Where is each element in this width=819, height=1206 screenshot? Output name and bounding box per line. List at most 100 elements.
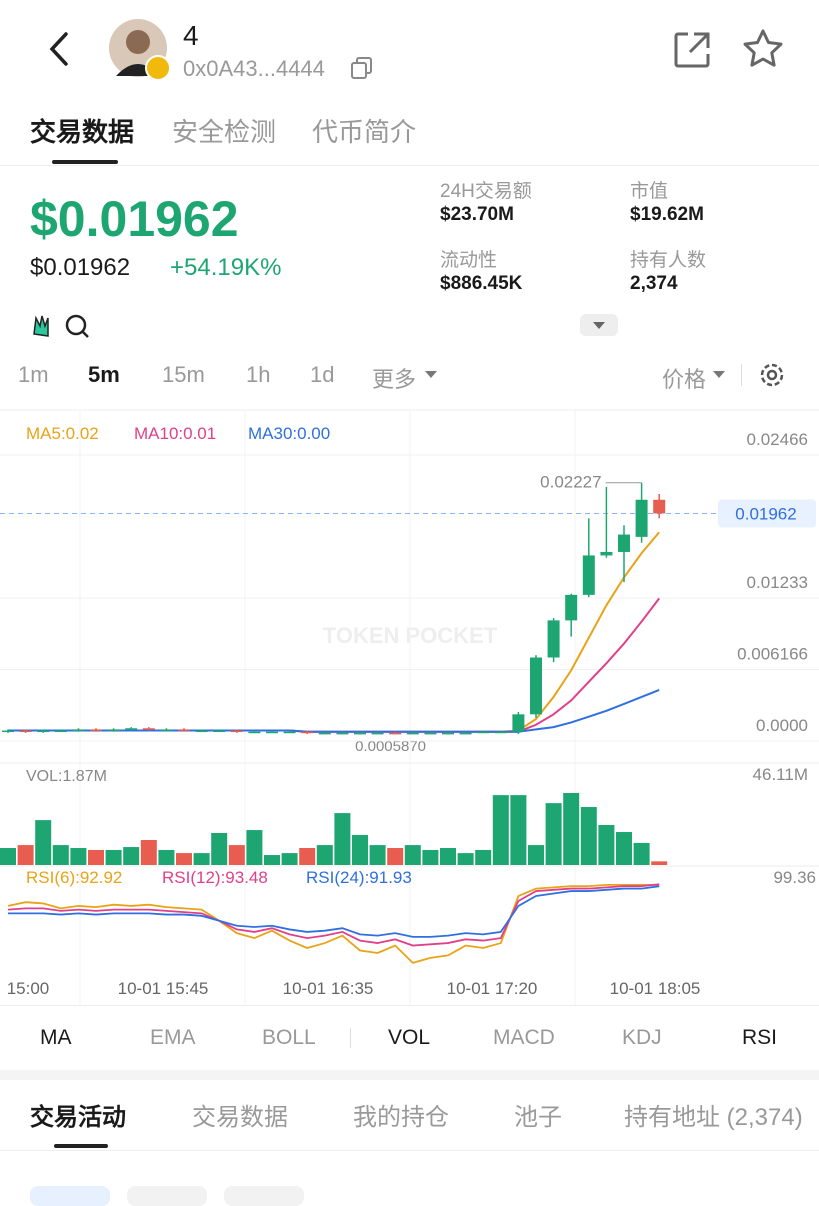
- ma-line: [8, 597, 660, 733]
- filter-chip[interactable]: [224, 1186, 304, 1206]
- legend-label: MA10:0.01: [134, 424, 216, 443]
- candle-body: [371, 732, 384, 735]
- token-address: 0x0A43...4444: [183, 56, 325, 81]
- current-price-label: 0.01962: [735, 504, 796, 523]
- stat-value: $23.70M: [440, 204, 514, 225]
- rsi-line: [7, 883, 660, 947]
- bottom-tab[interactable]: 交易数据: [192, 1104, 288, 1131]
- volume-bar: [193, 853, 210, 865]
- collapse-toggle[interactable]: [580, 314, 618, 336]
- candle-body: [142, 728, 155, 730]
- divider: [0, 1150, 819, 1151]
- token-avatar: [109, 19, 171, 81]
- interval[interactable]: 1m: [18, 362, 49, 387]
- filter-chip[interactable]: [30, 1186, 110, 1206]
- favorite-star[interactable]: [742, 28, 784, 70]
- stat-label: 24H交易额: [440, 181, 532, 202]
- stat-value: $19.62M: [630, 204, 704, 225]
- interval[interactable]: 1h: [246, 362, 271, 387]
- filter-chip[interactable]: [127, 1186, 207, 1206]
- candle-body: [336, 732, 349, 735]
- indicator[interactable]: MA: [40, 1026, 72, 1049]
- dropdown-caret: [425, 371, 437, 378]
- candle-body: [90, 729, 102, 731]
- interval[interactable]: 1d: [310, 362, 335, 387]
- volume-bar: [616, 832, 632, 865]
- bottom-tab[interactable]: 池子: [514, 1104, 562, 1131]
- vol-label: VOL:1.87M: [26, 768, 107, 785]
- current-price-box: [718, 499, 816, 528]
- indicator[interactable]: KDJ: [622, 1026, 662, 1049]
- volume-bar: [0, 848, 16, 865]
- volume-bar: [17, 845, 34, 865]
- volume-bar: [475, 849, 492, 865]
- volume-bar: [528, 845, 544, 865]
- tab-indicator: [54, 1144, 108, 1148]
- candle-body: [494, 731, 507, 734]
- stat-value: $886.45K: [440, 273, 523, 294]
- candle-body: [125, 728, 138, 730]
- tab[interactable]: 安全检测: [172, 117, 277, 147]
- indicator[interactable]: RSI: [742, 1026, 778, 1049]
- volume-bar: [316, 845, 333, 865]
- section-gap: [0, 1070, 819, 1080]
- candle-body: [512, 714, 525, 732]
- candle-body: [301, 731, 314, 734]
- bottom-tab[interactable]: 交易活动: [30, 1104, 126, 1131]
- stat-label: 持有人数: [630, 250, 707, 271]
- indicator[interactable]: VOL: [388, 1026, 431, 1049]
- x-tick-label: 10-01 15:45: [118, 979, 209, 998]
- volume-bar: [211, 832, 228, 865]
- interval[interactable]: 15m: [162, 362, 205, 387]
- stat-value: 2,374: [630, 273, 678, 294]
- price-toggle[interactable]: 价格: [662, 367, 707, 392]
- settings-icon[interactable]: [758, 361, 786, 389]
- volume-bar: [545, 803, 562, 865]
- volume-bar: [158, 849, 175, 865]
- divider: [741, 364, 742, 386]
- volume-bar: [580, 807, 597, 865]
- price-change: +54.19K%: [170, 254, 282, 281]
- copy-icon[interactable]: [350, 56, 374, 80]
- candle-body: [389, 732, 402, 735]
- candle-body: [107, 729, 120, 731]
- candle-body: [424, 732, 437, 735]
- indicator[interactable]: MACD: [493, 1026, 555, 1049]
- volume-bar: [70, 848, 87, 865]
- volume-bar: [52, 845, 69, 865]
- tab[interactable]: 代币简介: [312, 117, 417, 147]
- interval[interactable]: 更多: [372, 367, 417, 392]
- candle-body: [565, 594, 578, 621]
- candle-body: [442, 732, 454, 735]
- candle-body: [266, 731, 278, 734]
- candle-body: [635, 499, 648, 537]
- share-icon[interactable]: [672, 30, 712, 70]
- y-tick-label: 0.02466: [747, 430, 808, 449]
- candle-body: [477, 731, 490, 734]
- y-tick-label: 0.006166: [737, 644, 808, 663]
- indicator[interactable]: BOLL: [262, 1026, 316, 1049]
- tab[interactable]: 交易数据: [30, 117, 135, 147]
- indicator[interactable]: EMA: [150, 1026, 196, 1049]
- tool-icons[interactable]: [30, 312, 100, 342]
- volume-bar: [422, 849, 439, 865]
- candle-body: [406, 732, 419, 735]
- candle-body: [213, 730, 226, 733]
- candle-body: [283, 731, 296, 734]
- vol-tick-label: 46.11M: [753, 765, 808, 784]
- volume-bar: [228, 845, 245, 865]
- candle-body: [248, 731, 261, 734]
- x-tick-label: 10-01 16:35: [283, 979, 374, 998]
- legend-label: MA5:0.02: [26, 424, 99, 443]
- stat-label: 市值: [630, 181, 669, 202]
- legend-label: MA30:0.00: [248, 424, 330, 443]
- price-main: $0.01962: [30, 191, 239, 247]
- volume-bar: [563, 792, 580, 865]
- back-button[interactable]: [40, 30, 76, 70]
- bottom-tab[interactable]: 持有地址 (2,374): [624, 1104, 803, 1131]
- candle-body: [459, 732, 472, 735]
- interval[interactable]: 5m: [88, 362, 120, 387]
- legend-label: RSI(24):91.93: [306, 868, 412, 887]
- bottom-tab[interactable]: 我的持仓: [353, 1104, 449, 1131]
